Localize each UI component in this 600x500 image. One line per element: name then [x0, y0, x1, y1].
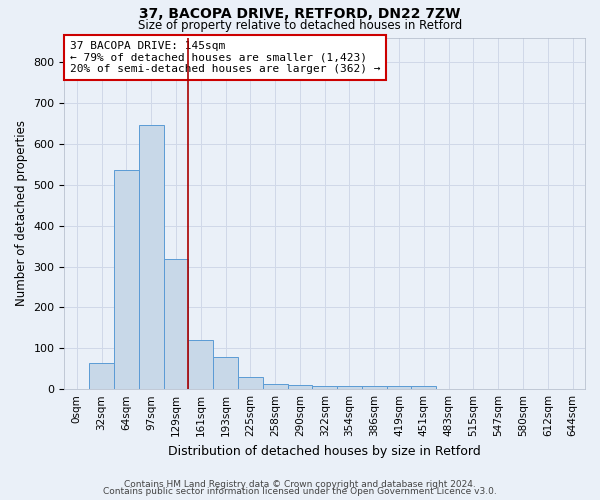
- Bar: [213, 358, 238, 389]
- Bar: [313, 386, 337, 389]
- Y-axis label: Number of detached properties: Number of detached properties: [15, 120, 28, 306]
- Bar: [362, 386, 386, 389]
- Bar: [337, 386, 362, 389]
- Bar: [412, 386, 436, 389]
- Bar: [238, 377, 263, 389]
- Bar: [263, 384, 287, 389]
- Text: Contains public sector information licensed under the Open Government Licence v3: Contains public sector information licen…: [103, 487, 497, 496]
- Bar: [287, 385, 313, 389]
- Text: Size of property relative to detached houses in Retford: Size of property relative to detached ho…: [138, 19, 462, 32]
- Text: 37, BACOPA DRIVE, RETFORD, DN22 7ZW: 37, BACOPA DRIVE, RETFORD, DN22 7ZW: [139, 8, 461, 22]
- Bar: [114, 170, 139, 389]
- Bar: [164, 259, 188, 389]
- Bar: [89, 362, 114, 389]
- Text: Contains HM Land Registry data © Crown copyright and database right 2024.: Contains HM Land Registry data © Crown c…: [124, 480, 476, 489]
- Bar: [386, 386, 412, 389]
- X-axis label: Distribution of detached houses by size in Retford: Distribution of detached houses by size …: [169, 444, 481, 458]
- Bar: [139, 126, 164, 389]
- Bar: [188, 340, 213, 389]
- Text: 37 BACOPA DRIVE: 145sqm
← 79% of detached houses are smaller (1,423)
20% of semi: 37 BACOPA DRIVE: 145sqm ← 79% of detache…: [70, 41, 380, 74]
